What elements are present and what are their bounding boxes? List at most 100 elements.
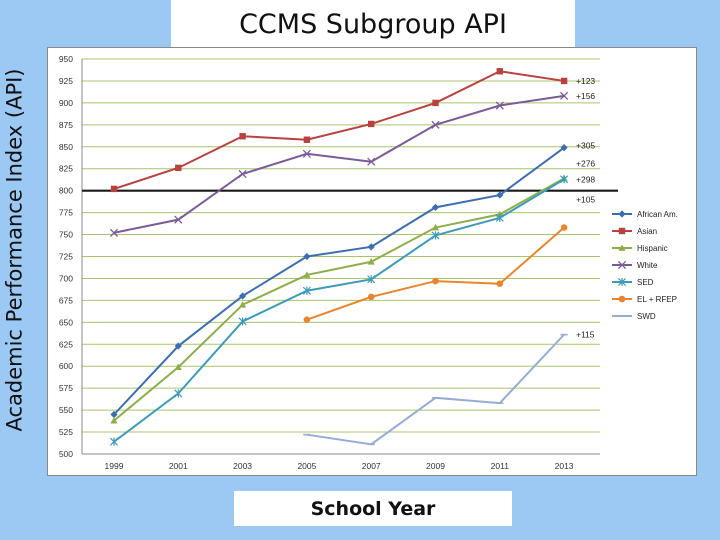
data-point [560,77,568,85]
change-annotation: +298 [576,174,595,184]
change-annotation: +115 [576,330,595,340]
legend-marker [618,295,626,303]
change-annotation: +156 [576,91,595,101]
data-point [175,164,182,172]
data-point [239,301,247,308]
data-point [174,389,183,398]
data-point [110,410,118,419]
data-point [496,68,503,75]
y-tick-label: 775 [59,208,73,218]
legend-label: Hispanic [637,244,668,253]
chart-area: 500 525 550 575 600 625 650 675 700 725 750 775 800 8… [47,47,697,476]
legend-label: White [637,261,658,270]
y-tick-label: 750 [59,230,73,240]
x-tick-label: 2005 [297,461,316,471]
series-line [306,226,565,321]
x-tick-label: 1999 [105,461,124,471]
data-point [431,120,440,129]
x-tick-label: 2011 [491,461,510,471]
data-point [110,417,118,424]
y-tick-label: 700 [59,273,73,283]
series-line [113,178,565,443]
x-tick-label: 2007 [362,461,381,471]
data-point [238,317,247,326]
data-point [431,231,440,240]
series-line [113,70,565,190]
legend-label: SED [637,278,654,287]
data-point [239,292,247,300]
change-annotation: +123 [576,76,595,86]
data-point [303,252,311,261]
data-point [432,277,439,285]
x-tick-label: 2013 [555,461,574,471]
y-tick-label: 900 [59,98,73,108]
y-tick-label: 950 [59,54,73,64]
data-point [302,149,311,158]
y-tick-label: 850 [59,142,73,152]
data-point [495,101,504,110]
data-point [432,99,439,107]
data-point [109,228,119,237]
data-point [239,133,246,140]
data-point [238,169,247,179]
data-point [110,185,118,193]
data-point [302,286,311,295]
data-point [174,342,182,350]
data-point [367,275,376,284]
x-tick-label: 2001 [169,461,188,471]
y-tick-label: 625 [59,339,73,349]
y-tick-label: 525 [59,427,73,437]
y-tick-label: 575 [59,383,73,393]
data-point [560,175,569,184]
data-point [303,316,311,324]
y-axis-title: Academic Performance Index (API) [3,68,27,432]
legend-marker [618,227,626,235]
change-annotation: +276 [576,158,595,168]
line-chart: 500 525 550 575 600 625 650 675 700 725 750 775 800 8… [59,54,678,471]
data-point [496,280,504,288]
legend-marker [617,260,627,270]
y-tick-label: 925 [59,76,73,86]
y-tick-label: 725 [59,252,73,262]
legend-label: EL + RFEP [637,295,677,304]
y-axis-title-box: Academic Performance Index (API) [0,68,30,432]
data-point [431,223,440,231]
legend-marker [618,244,626,251]
series-line [306,333,565,446]
series-line [113,177,565,422]
y-tick-label: 550 [59,405,73,415]
data-point [560,91,569,100]
data-point [109,437,119,446]
legend-label: African Am. [637,210,678,219]
legend-label: SWD [637,312,656,321]
data-point [174,363,182,370]
y-tick-label: 600 [59,361,73,371]
data-point [367,157,376,166]
data-point [367,293,375,301]
data-point [303,271,311,278]
data-point [431,203,440,211]
y-tick-label: 800 [59,186,73,196]
y-tick-label: 650 [59,317,73,327]
x-tick-label: 2003 [233,461,252,471]
chart-title: CCMS Subgroup API [171,0,575,48]
series-line [113,94,565,234]
x-tick-label: 2009 [426,461,445,471]
data-point [496,191,504,199]
y-tick-label: 500 [59,449,73,459]
series-line [113,146,565,416]
data-point [560,144,568,152]
y-tick-label: 675 [59,295,73,305]
data-point [368,120,375,128]
change-annotation: +105 [576,195,595,205]
data-point [495,213,504,222]
legend-marker [617,277,627,287]
data-point [367,258,375,265]
y-tick-label: 875 [59,120,73,130]
y-tick-label: 825 [59,164,73,174]
data-point [174,215,183,224]
x-axis-title: School Year [234,491,512,526]
data-point [367,243,375,251]
data-point [303,136,311,143]
legend-label: Asian [637,227,657,236]
